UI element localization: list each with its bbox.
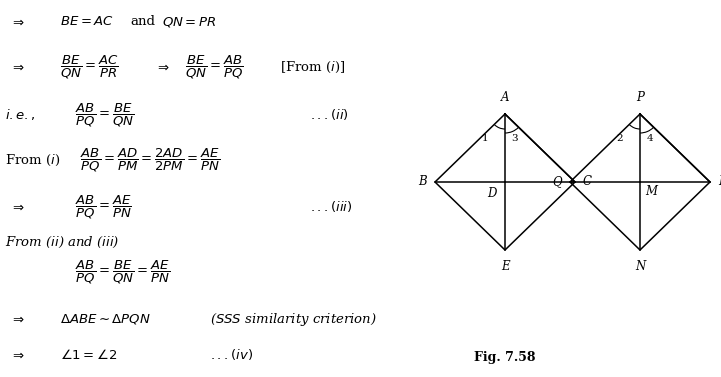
Text: R: R xyxy=(718,176,721,188)
Text: From ($ii$) and ($iii$): From ($ii$) and ($iii$) xyxy=(5,234,119,250)
Text: $\dfrac{BE}{QN} = \dfrac{AC}{PR}$: $\dfrac{BE}{QN} = \dfrac{AC}{PR}$ xyxy=(60,54,118,81)
Text: $\angle 1 = \angle 2$: $\angle 1 = \angle 2$ xyxy=(60,348,118,362)
Text: M: M xyxy=(645,185,657,198)
Text: and: and xyxy=(130,15,155,29)
Text: C: C xyxy=(583,176,592,188)
Text: $\Rightarrow$: $\Rightarrow$ xyxy=(10,313,25,325)
Text: Fig. 7.58: Fig. 7.58 xyxy=(474,351,536,363)
Text: B: B xyxy=(418,176,427,188)
Text: $\dfrac{AB}{PQ} = \dfrac{AE}{PN}$: $\dfrac{AB}{PQ} = \dfrac{AE}{PN}$ xyxy=(75,193,132,221)
Text: [From ($i$)]: [From ($i$)] xyxy=(280,60,345,75)
Text: E: E xyxy=(500,260,509,273)
Text: $\Delta ABE \sim \Delta PQN$: $\Delta ABE \sim \Delta PQN$ xyxy=(60,312,151,326)
Text: $...(iii)$: $...(iii)$ xyxy=(310,199,353,215)
Text: $i.e.,$: $i.e.,$ xyxy=(5,107,35,123)
Text: $\Rightarrow$: $\Rightarrow$ xyxy=(10,60,25,74)
Text: $...(ii)$: $...(ii)$ xyxy=(310,107,349,123)
Text: P: P xyxy=(636,91,644,104)
Text: 4: 4 xyxy=(647,135,653,144)
Text: $\Rightarrow$: $\Rightarrow$ xyxy=(10,348,25,362)
Text: $\dfrac{AB}{PQ} = \dfrac{BE}{QN} = \dfrac{AE}{PN}$: $\dfrac{AB}{PQ} = \dfrac{BE}{QN} = \dfra… xyxy=(75,259,170,285)
Text: ($SSS$ similarity criterion): ($SSS$ similarity criterion) xyxy=(210,311,377,328)
Text: N: N xyxy=(635,260,645,273)
Text: $\dfrac{AB}{PQ} = \dfrac{AD}{PM} = \dfrac{2AD}{2PM} = \dfrac{AE}{PN}$: $\dfrac{AB}{PQ} = \dfrac{AD}{PM} = \dfra… xyxy=(80,146,220,173)
Text: $\Rightarrow$: $\Rightarrow$ xyxy=(10,15,25,29)
Text: 1: 1 xyxy=(482,135,488,144)
Text: D: D xyxy=(487,187,497,200)
Text: $\Rightarrow$: $\Rightarrow$ xyxy=(10,201,25,213)
Text: $\dfrac{AB}{PQ} = \dfrac{BE}{QN}$: $\dfrac{AB}{PQ} = \dfrac{BE}{QN}$ xyxy=(75,101,134,129)
Text: $\Rightarrow$: $\Rightarrow$ xyxy=(155,60,170,74)
Text: $QN = PR$: $QN = PR$ xyxy=(162,15,216,29)
Text: 2: 2 xyxy=(616,135,624,144)
Text: Q: Q xyxy=(552,176,562,188)
Text: $...(iv)$: $...(iv)$ xyxy=(210,348,253,363)
Text: $\dfrac{BE}{QN} = \dfrac{AB}{PQ}$: $\dfrac{BE}{QN} = \dfrac{AB}{PQ}$ xyxy=(185,54,244,81)
Text: From ($i$): From ($i$) xyxy=(5,152,61,167)
Text: 3: 3 xyxy=(512,135,518,144)
Text: $BE = AC$: $BE = AC$ xyxy=(60,15,114,29)
Text: A: A xyxy=(501,91,509,104)
